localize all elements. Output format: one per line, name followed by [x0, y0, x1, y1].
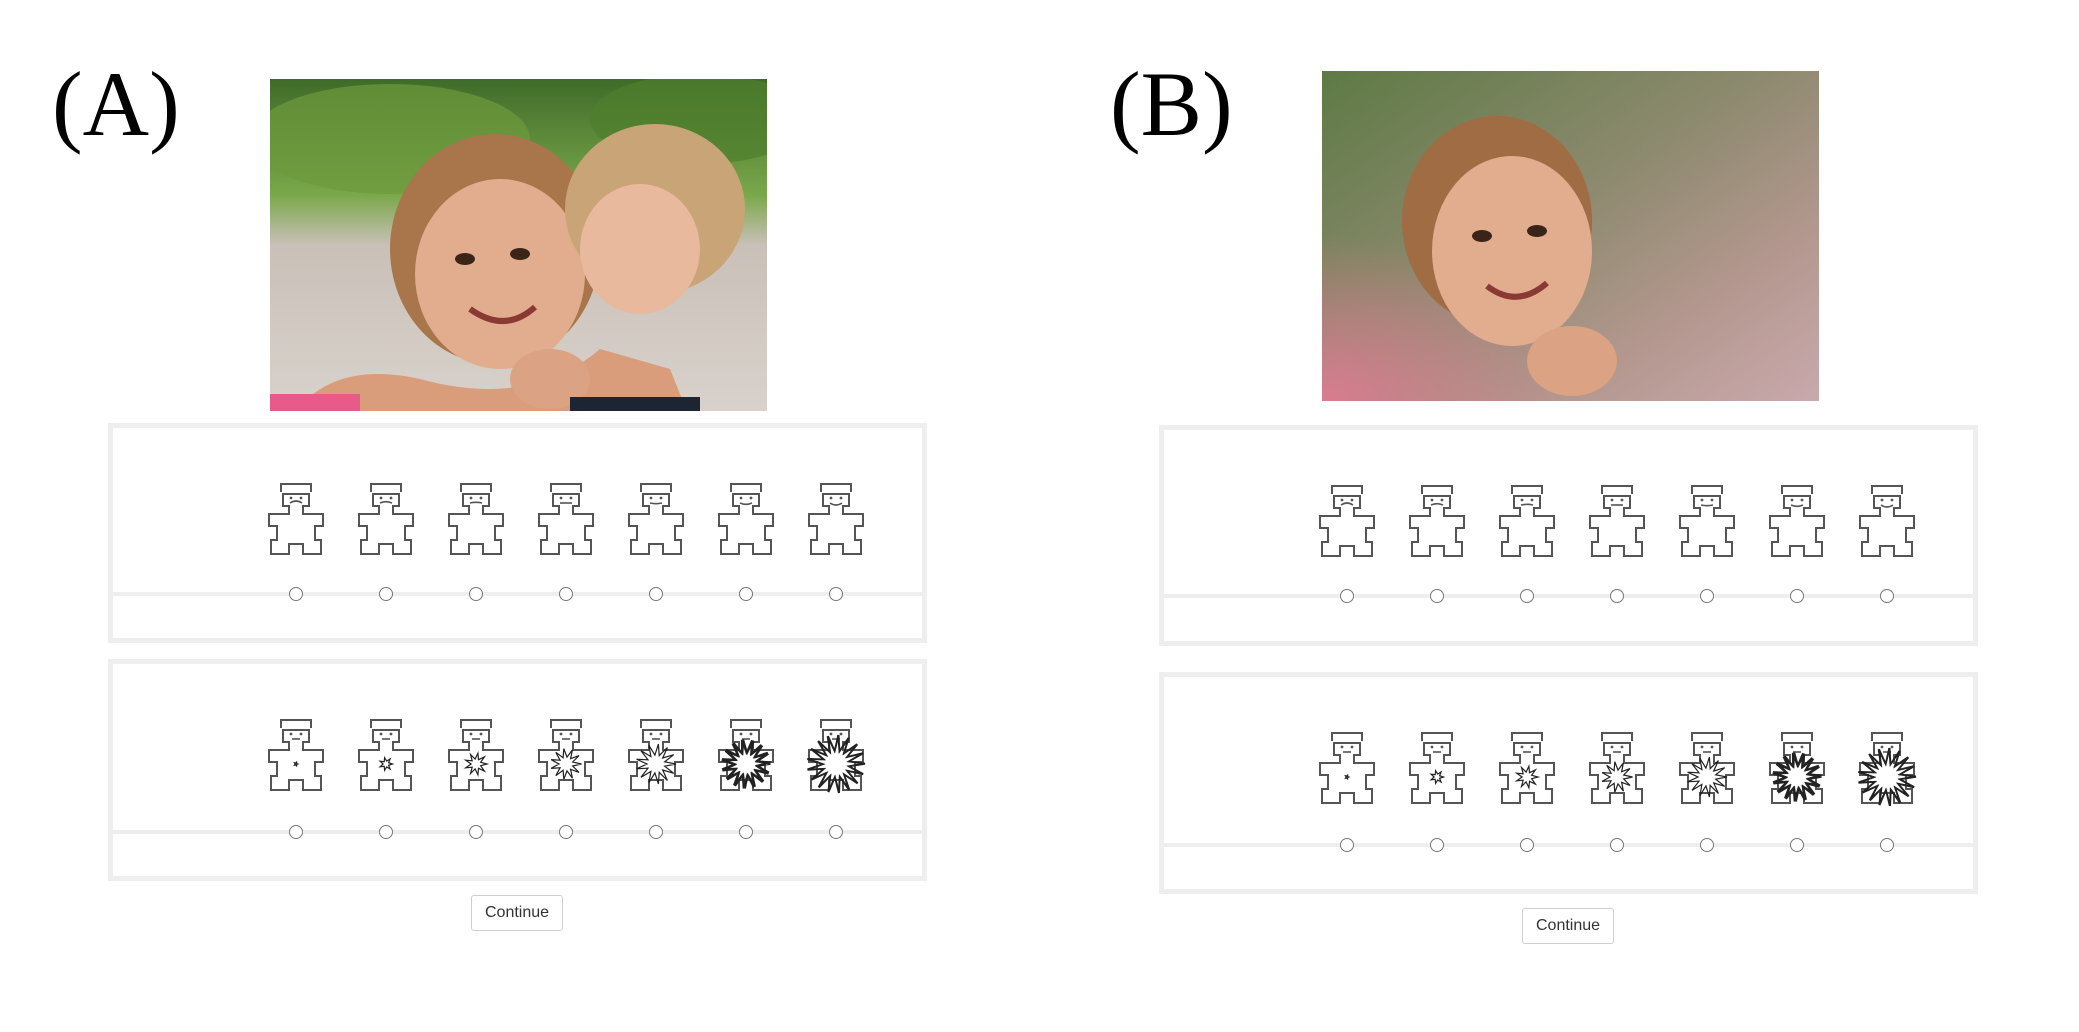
valence-radio-2[interactable] [1430, 589, 1444, 603]
valence-radio-5[interactable] [649, 587, 663, 601]
sam-arousal-figure-icon [1854, 729, 1920, 809]
valence-rating [108, 423, 927, 643]
sam-valence-figure-icon [1314, 482, 1380, 562]
panel-b: (B) [1040, 0, 2079, 1032]
valence-rating [1159, 425, 1978, 646]
sam-valence-figure-icon [443, 480, 509, 560]
arousal-figures [1164, 729, 1973, 809]
arousal-rating [1159, 672, 1978, 894]
sam-valence-figure-icon [1674, 482, 1740, 562]
sam-valence-figure-icon [353, 480, 419, 560]
arousal-rating [108, 659, 927, 881]
panel-label: (B) [1110, 53, 1233, 155]
sam-arousal-figure-icon [353, 716, 419, 796]
valence-radio-2[interactable] [379, 587, 393, 601]
sam-valence-figure-icon [1764, 482, 1830, 562]
arousal-figures [113, 716, 922, 796]
arousal-radio-4[interactable] [559, 825, 573, 839]
panel-label: (A) [52, 53, 180, 155]
arousal-radio-6[interactable] [739, 825, 753, 839]
sam-arousal-figure-icon [443, 716, 509, 796]
divider [113, 592, 922, 596]
valence-radio-3[interactable] [1520, 589, 1534, 603]
arousal-radio-5[interactable] [649, 825, 663, 839]
valence-radio-3[interactable] [469, 587, 483, 601]
arousal-radio-1[interactable] [1340, 838, 1354, 852]
valence-radio-4[interactable] [1610, 589, 1624, 603]
valence-radio-6[interactable] [739, 587, 753, 601]
sam-arousal-figure-icon [1584, 729, 1650, 809]
divider [1164, 843, 1973, 847]
stimulus-photo [1322, 71, 1819, 401]
continue-button[interactable]: Continue [1522, 908, 1615, 944]
valence-radio-7[interactable] [1880, 589, 1894, 603]
photo-image [1322, 71, 1819, 401]
sam-valence-figure-icon [533, 480, 599, 560]
divider [113, 830, 922, 834]
valence-radio-4[interactable] [559, 587, 573, 601]
sam-arousal-figure-icon [1404, 729, 1470, 809]
sam-arousal-figure-icon [713, 716, 779, 796]
sam-arousal-figure-icon [1314, 729, 1380, 809]
sam-valence-figure-icon [803, 480, 869, 560]
sam-valence-figure-icon [713, 480, 779, 560]
sam-valence-figure-icon [263, 480, 329, 560]
sam-valence-figure-icon [1854, 482, 1920, 562]
sam-arousal-figure-icon [1764, 729, 1830, 809]
valence-radio-5[interactable] [1700, 589, 1714, 603]
sam-valence-figure-icon [1584, 482, 1650, 562]
valence-figures [1164, 482, 1973, 562]
photo-image [270, 79, 767, 411]
stimulus-photo [270, 79, 767, 411]
continue-button[interactable]: Continue [471, 895, 564, 931]
arousal-radio-7[interactable] [1880, 838, 1894, 852]
sam-arousal-figure-icon [623, 716, 689, 796]
valence-radio-6[interactable] [1790, 589, 1804, 603]
valence-figures [113, 480, 922, 560]
arousal-radio-2[interactable] [379, 825, 393, 839]
sam-valence-figure-icon [1494, 482, 1560, 562]
valence-radio-7[interactable] [829, 587, 843, 601]
sam-valence-figure-icon [1404, 482, 1470, 562]
sam-arousal-figure-icon [1494, 729, 1560, 809]
sam-arousal-figure-icon [263, 716, 329, 796]
sam-arousal-figure-icon [1674, 729, 1740, 809]
sam-valence-figure-icon [623, 480, 689, 560]
arousal-radio-4[interactable] [1610, 838, 1624, 852]
sam-arousal-figure-icon [533, 716, 599, 796]
arousal-radio-5[interactable] [1700, 838, 1714, 852]
arousal-radio-7[interactable] [829, 825, 843, 839]
arousal-radio-1[interactable] [289, 825, 303, 839]
arousal-radio-3[interactable] [1520, 838, 1534, 852]
panel-a: (A) [52, 53, 927, 931]
arousal-radio-3[interactable] [469, 825, 483, 839]
valence-radio-1[interactable] [1340, 589, 1354, 603]
arousal-radio-2[interactable] [1430, 838, 1444, 852]
arousal-radio-6[interactable] [1790, 838, 1804, 852]
sam-arousal-figure-icon [803, 716, 869, 796]
valence-radio-1[interactable] [289, 587, 303, 601]
divider [1164, 594, 1973, 598]
